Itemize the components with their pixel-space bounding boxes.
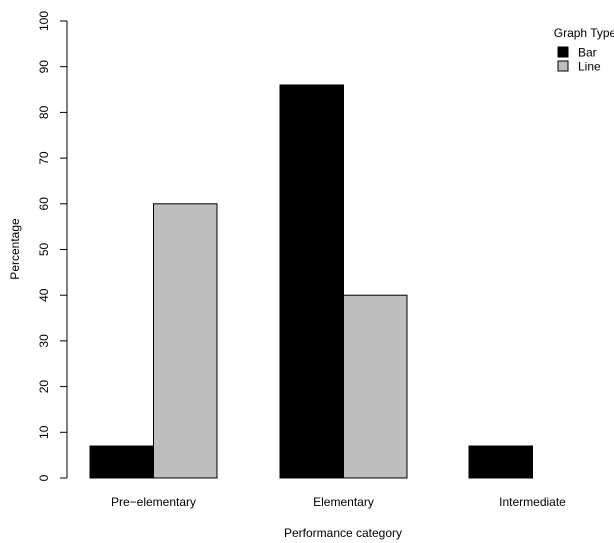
y-tick-label: 70 [37, 151, 51, 165]
x-axis-tick-labels: Pre−elementary Elementary Intermediate [111, 495, 566, 509]
y-tick-label: 50 [37, 243, 51, 257]
y-axis-title: Percentage [8, 218, 22, 280]
bar-bar-2 [468, 445, 533, 479]
y-tick-label: 30 [37, 334, 51, 348]
bar-line-0 [153, 203, 218, 479]
bar-bar-1 [279, 84, 344, 479]
y-tick-label: 80 [37, 105, 51, 119]
y-tick-label: 100 [37, 11, 51, 31]
x-tick-label: Intermediate [499, 495, 566, 509]
bar-line-1 [343, 294, 408, 479]
legend-title: Graph Type [554, 26, 614, 40]
y-tick-label: 90 [37, 60, 51, 74]
y-axis: 0 10 20 30 40 50 60 70 80 90 100 [37, 11, 68, 481]
y-tick-label: 0 [37, 474, 51, 481]
y-tick-label: 60 [37, 197, 51, 211]
y-tick-label: 20 [37, 380, 51, 394]
legend-label-bar: Bar [578, 46, 597, 60]
legend-label-line: Line [578, 60, 601, 74]
y-tick-label: 40 [37, 288, 51, 302]
y-tick-label: 10 [37, 425, 51, 439]
x-tick-label: Pre−elementary [111, 495, 196, 509]
bar-bar-0 [89, 445, 154, 479]
x-tick-label: Elementary [313, 495, 374, 509]
x-axis-title: Performance category [284, 526, 402, 540]
legend-swatch-line [557, 60, 569, 72]
bars [89, 84, 533, 479]
legend-swatch-bar [557, 46, 569, 58]
